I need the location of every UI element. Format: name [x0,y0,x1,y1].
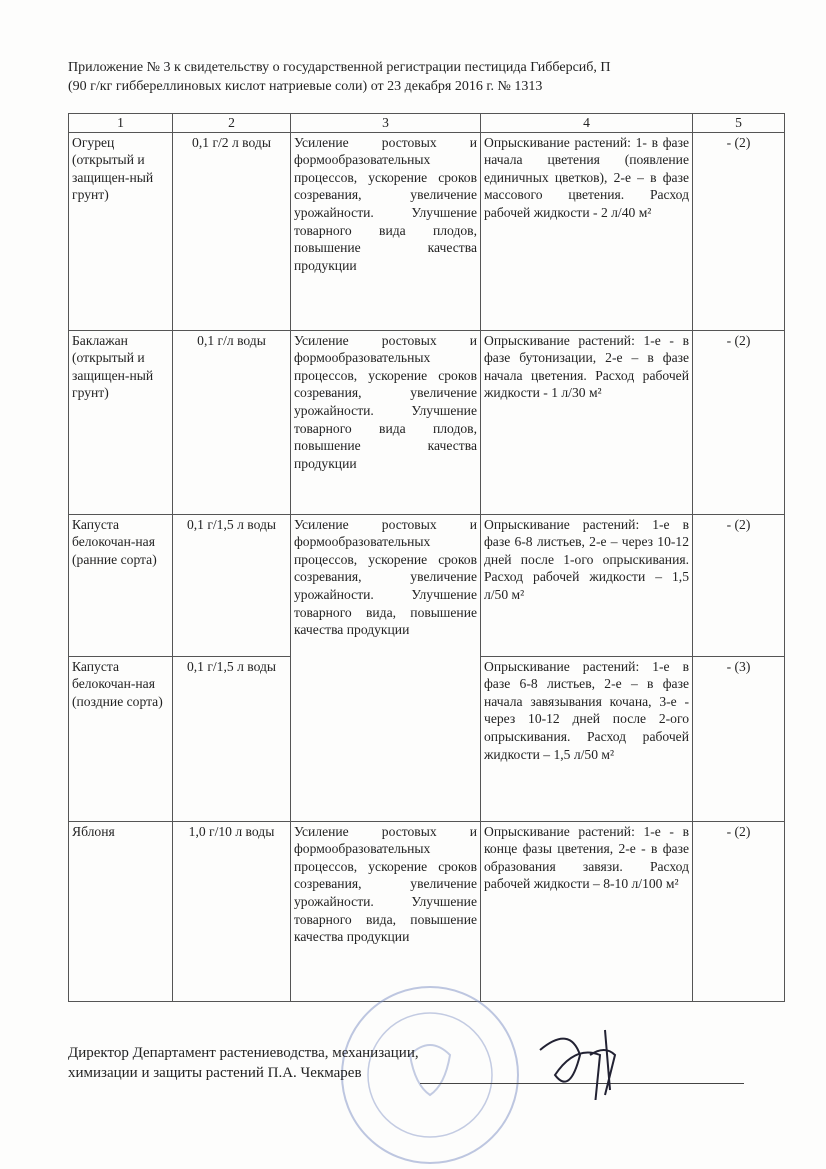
header-line-2: (90 г/кг гиббереллиновых кислот натриевы… [68,79,543,94]
term-cell: - (2) [692,513,785,657]
rate-cell: 0,1 г/1,5 л воды [172,655,291,822]
table-row: Баклажан (открытый и защищен-ный грунт) … [68,329,785,515]
purpose-cell: Усиление ростовых и формообразовательных… [290,131,481,331]
column-header: 1 [68,113,173,133]
term-cell: - (3) [692,655,785,822]
column-header: 5 [692,113,785,133]
column-header: 4 [480,113,693,133]
purpose-cell: Усиление ростовых и формообразовательных… [290,513,481,822]
pesticide-table: 1 2 3 4 5 Огурец (открытый и защищен-ный… [68,113,785,1002]
table-row: Капуста белокочан-ная (поздние сорта) 0,… [68,655,785,822]
document-header: Приложение № 3 к свидетельству о государ… [68,58,780,96]
column-header: 2 [172,113,291,133]
rate-cell: 0,1 г/л воды [172,329,291,515]
purpose-cell: Усиление ростовых и формообразовательных… [290,329,481,515]
header-line-1: Приложение № 3 к свидетельству о государ… [68,60,611,75]
method-cell: Опрыскивание растений: 1-е в фазе 6-8 ли… [480,655,693,822]
signature-line [420,1083,744,1084]
crop-cell: Капуста белокочан-ная (ранние сорта) [68,513,173,657]
rate-cell: 0,1 г/1,5 л воды [172,513,291,657]
signature-block: Директор Департамент растениеводства, ме… [68,1043,419,1083]
table-row: Огурец (открытый и защищен-ный грунт) 0,… [68,131,785,331]
table-header-row: 1 2 3 4 5 [68,113,785,133]
term-cell: - (2) [692,329,785,515]
table-row: Капуста белокочан-ная (ранние сорта) 0,1… [68,513,785,822]
signatory-title: Директор Департамент растениеводства, ме… [68,1045,419,1061]
handwritten-signature [539,1029,617,1100]
crop-cell: Яблоня [68,820,173,1002]
method-cell: Опрыскивание растений: 1-е - в фазе буто… [480,329,693,515]
column-header: 3 [290,113,481,133]
crop-cell: Огурец (открытый и защищен-ный грунт) [68,131,173,331]
official-stamp [341,986,519,1164]
term-cell: - (2) [692,820,785,1002]
crop-cell: Капуста белокочан-ная (поздние сорта) [68,655,173,822]
rate-cell: 1,0 г/10 л воды [172,820,291,1002]
table-row: Яблоня 1,0 г/10 л воды Усиление ростовых… [68,820,785,1002]
method-cell: Опрыскивание растений: 1- в фазе начала … [480,131,693,331]
rate-cell: 0,1 г/2 л воды [172,131,291,331]
signatory-name: химизации и защиты растений П.А. Чекмаре… [68,1065,362,1081]
crop-cell: Баклажан (открытый и защищен-ный грунт) [68,329,173,515]
method-cell: Опрыскивание растений: 1-е - в конце фаз… [480,820,693,1002]
purpose-cell: Усиление ростовых и формообразовательных… [290,820,481,1002]
method-cell: Опрыскивание растений: 1-е в фазе 6-8 ли… [480,513,693,657]
term-cell: - (2) [692,131,785,331]
